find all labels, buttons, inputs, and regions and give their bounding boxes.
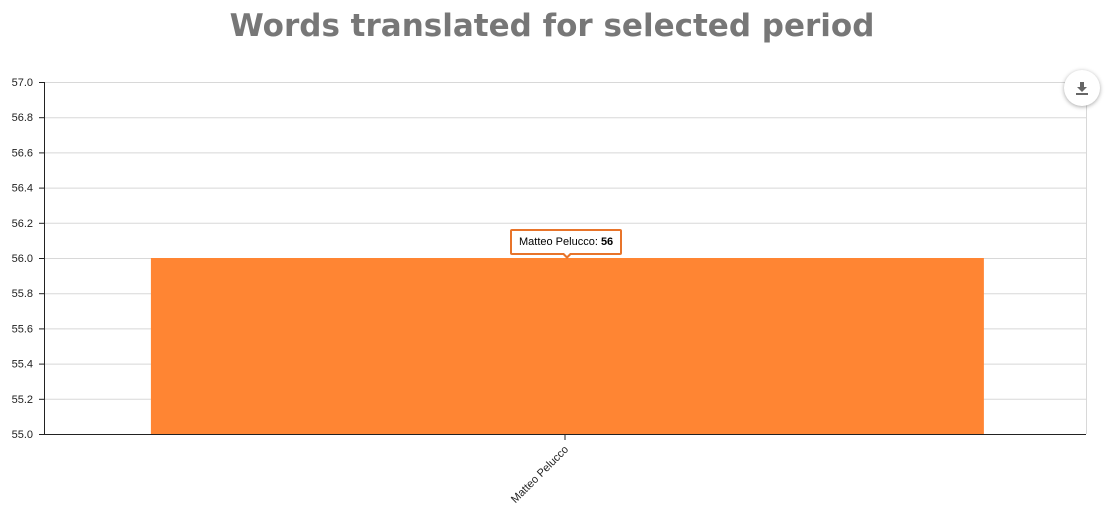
download-icon: [1076, 82, 1088, 95]
tooltip-arrow: [561, 253, 573, 259]
y-axis-tick-labels: 55.0 55.2 55.4 55.6 55.8 56.0 56.2 56.4 56.6 56.8…: [12, 77, 33, 441]
x-axis-tick-labels: Matteo Pelucco: [509, 444, 571, 506]
bar: [150, 258, 984, 434]
y-tick-label: 56.2: [12, 218, 33, 230]
y-tick-label: 56.0: [12, 253, 33, 265]
tooltip-label: Matteo Pelucco:: [519, 236, 601, 248]
y-tick-label: 57.0: [12, 77, 33, 89]
y-tick-label: 55.4: [12, 359, 33, 371]
y-tick-label: 56.8: [12, 112, 33, 124]
bars: [150, 258, 984, 434]
y-tick-label: 55.6: [12, 323, 33, 335]
tooltip-value: 56: [600, 236, 614, 248]
chart-title: Words translated for selected period: [229, 8, 875, 44]
y-tick-label: 56.6: [12, 147, 33, 159]
y-tick-label: 56.4: [12, 183, 33, 195]
download-button[interactable]: [1064, 70, 1100, 106]
y-tick-label: 55.0: [12, 429, 33, 441]
tooltip-arrow-fill: [563, 252, 571, 256]
x-tick-label: Matteo Pelucco: [509, 444, 571, 506]
y-tick-label: 55.8: [12, 288, 33, 300]
axes: [39, 82, 1087, 440]
y-tick-label: 55.2: [12, 394, 33, 406]
